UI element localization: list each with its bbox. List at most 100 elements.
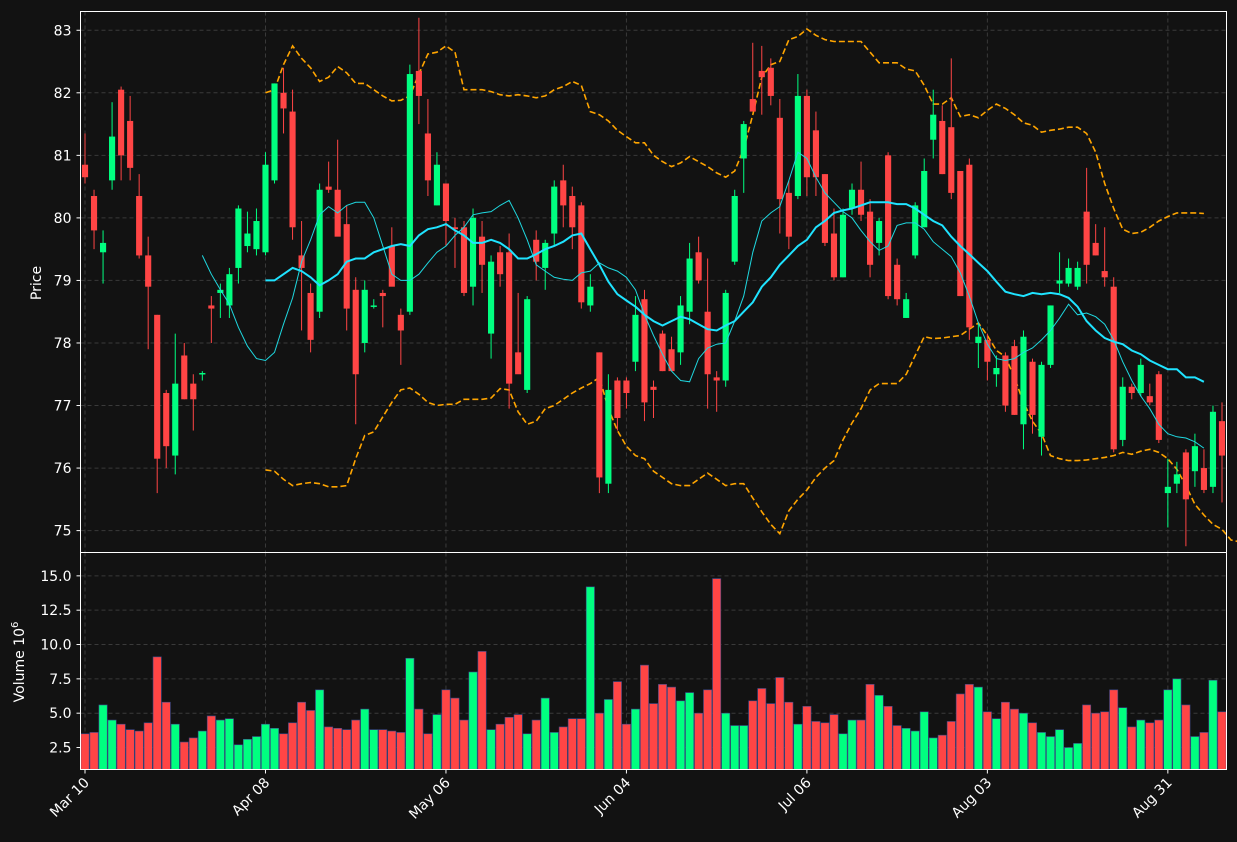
candle-body-up xyxy=(1173,474,1180,484)
volume-bar-down xyxy=(982,711,992,770)
volume-bar-up xyxy=(261,723,270,770)
volume-bar-down xyxy=(1217,711,1227,770)
candle-body-down xyxy=(857,189,865,215)
price-y-tick-label: 79 xyxy=(54,273,72,289)
price-panel: 75 76 77 78 79 80 81 82 83 Price xyxy=(29,11,1237,553)
candle-body-down xyxy=(749,99,756,112)
candle-body-down xyxy=(343,224,350,309)
candle-body-up xyxy=(975,336,982,343)
volume-bar-down xyxy=(649,703,658,770)
volume-bar-up xyxy=(721,712,731,770)
volume-bar-up xyxy=(838,733,848,770)
candle-body-up xyxy=(99,242,107,253)
volume-bar-up xyxy=(676,700,686,770)
volume-bar-down xyxy=(125,729,135,770)
candle-body-down xyxy=(957,170,964,297)
candle-body-up xyxy=(839,214,847,278)
volume-bar-up xyxy=(432,714,442,770)
candle-body-down xyxy=(1083,211,1090,265)
volume-bar-up xyxy=(847,719,857,770)
candle-body-down xyxy=(984,339,991,362)
volume-bar-down xyxy=(441,689,451,770)
volume-y-tick-label: 15.0 xyxy=(40,569,71,585)
candle-body-down xyxy=(1011,346,1018,415)
candle-body-down xyxy=(641,299,648,403)
volume-bar-down xyxy=(387,730,397,770)
candle-body-down xyxy=(136,196,143,256)
candle-body-up xyxy=(406,74,413,312)
candle-body-down xyxy=(939,120,946,175)
candle-body-up xyxy=(262,164,269,253)
volume-y-ticks: 2.5 5.0 7.5 10.0 12.5 15.0 xyxy=(40,569,81,757)
price-y-tick-label: 82 xyxy=(54,86,72,102)
volume-bar-down xyxy=(712,578,722,770)
volume-y-tick-label: 10.0 xyxy=(40,638,71,654)
candle-body-up xyxy=(903,299,910,318)
volume-bar-down xyxy=(504,717,514,770)
candle-body-up xyxy=(587,286,594,306)
candle-body-up xyxy=(217,289,224,293)
price-candles xyxy=(81,17,1226,547)
volume-bar-down xyxy=(955,693,965,770)
volume-bar-down xyxy=(396,732,406,770)
price-y-tick-label: 75 xyxy=(54,524,72,540)
volume-axis-label-base: Volume 10 xyxy=(12,628,28,702)
price-y-tick-label: 83 xyxy=(54,23,72,39)
volume-y-tick-label: 2.5 xyxy=(49,741,71,757)
volume-bar-down xyxy=(820,722,830,770)
candle-body-down xyxy=(289,111,296,228)
volume-bar-up xyxy=(739,725,749,770)
volume-bar-up xyxy=(1019,712,1028,770)
candle-body-down xyxy=(821,174,829,243)
candle-body-down xyxy=(397,314,404,331)
bollinger-bands xyxy=(265,27,1237,543)
candle-body-up xyxy=(551,186,558,234)
volume-bar-down xyxy=(576,718,586,770)
volume-bar-down xyxy=(134,730,144,770)
candle-body-down xyxy=(1002,355,1009,406)
volume-bar-up xyxy=(1064,747,1074,770)
volume-bar-down xyxy=(324,726,334,770)
volume-bar-down xyxy=(703,689,713,770)
volume-bar-down xyxy=(594,712,604,770)
candle-body-down xyxy=(966,164,973,328)
volume-bar-up xyxy=(486,729,496,770)
volume-bar-down xyxy=(811,721,821,770)
volume-bar-down xyxy=(757,688,767,770)
candle-body-down xyxy=(460,227,468,293)
volume-bar-down xyxy=(775,677,785,770)
volume-bar-up xyxy=(197,730,207,770)
candle-body-down xyxy=(776,117,783,200)
volume-bar-down xyxy=(116,723,126,770)
volume-bar-down xyxy=(179,741,189,770)
candle-body-up xyxy=(524,299,531,390)
volume-bar-up xyxy=(928,737,938,770)
candle-body-down xyxy=(415,70,422,96)
candle-body-up xyxy=(433,164,441,206)
candle-body-down xyxy=(163,393,170,447)
volume-bar-down xyxy=(621,723,631,770)
volume-y-tick-label: 12.5 xyxy=(40,603,71,619)
moving-averages xyxy=(201,151,1205,449)
volume-bar-up xyxy=(991,718,1001,770)
candle-body-down xyxy=(127,120,134,168)
volume-bar-down xyxy=(802,706,812,770)
volume-bar-up xyxy=(685,692,695,770)
volume-bar-down xyxy=(459,719,469,770)
volume-bar-up xyxy=(1037,732,1046,770)
volume-bar-up xyxy=(919,711,929,770)
volume-bar-down xyxy=(748,700,758,770)
candle-body-down xyxy=(596,352,603,478)
volume-bar-down xyxy=(640,664,649,770)
moving-average-short-line xyxy=(201,151,1205,449)
volume-bar-down xyxy=(288,722,298,770)
candle-body-down xyxy=(506,252,513,384)
price-y-tick-label: 81 xyxy=(54,148,72,164)
price-y-tick-label: 78 xyxy=(54,336,72,352)
volume-bar-up xyxy=(549,732,559,770)
volume-bar-down xyxy=(206,715,216,770)
candle-body-up xyxy=(731,196,738,262)
candle-body-up xyxy=(542,242,549,268)
volume-bar-down xyxy=(477,651,487,770)
candle-body-down xyxy=(885,155,892,297)
